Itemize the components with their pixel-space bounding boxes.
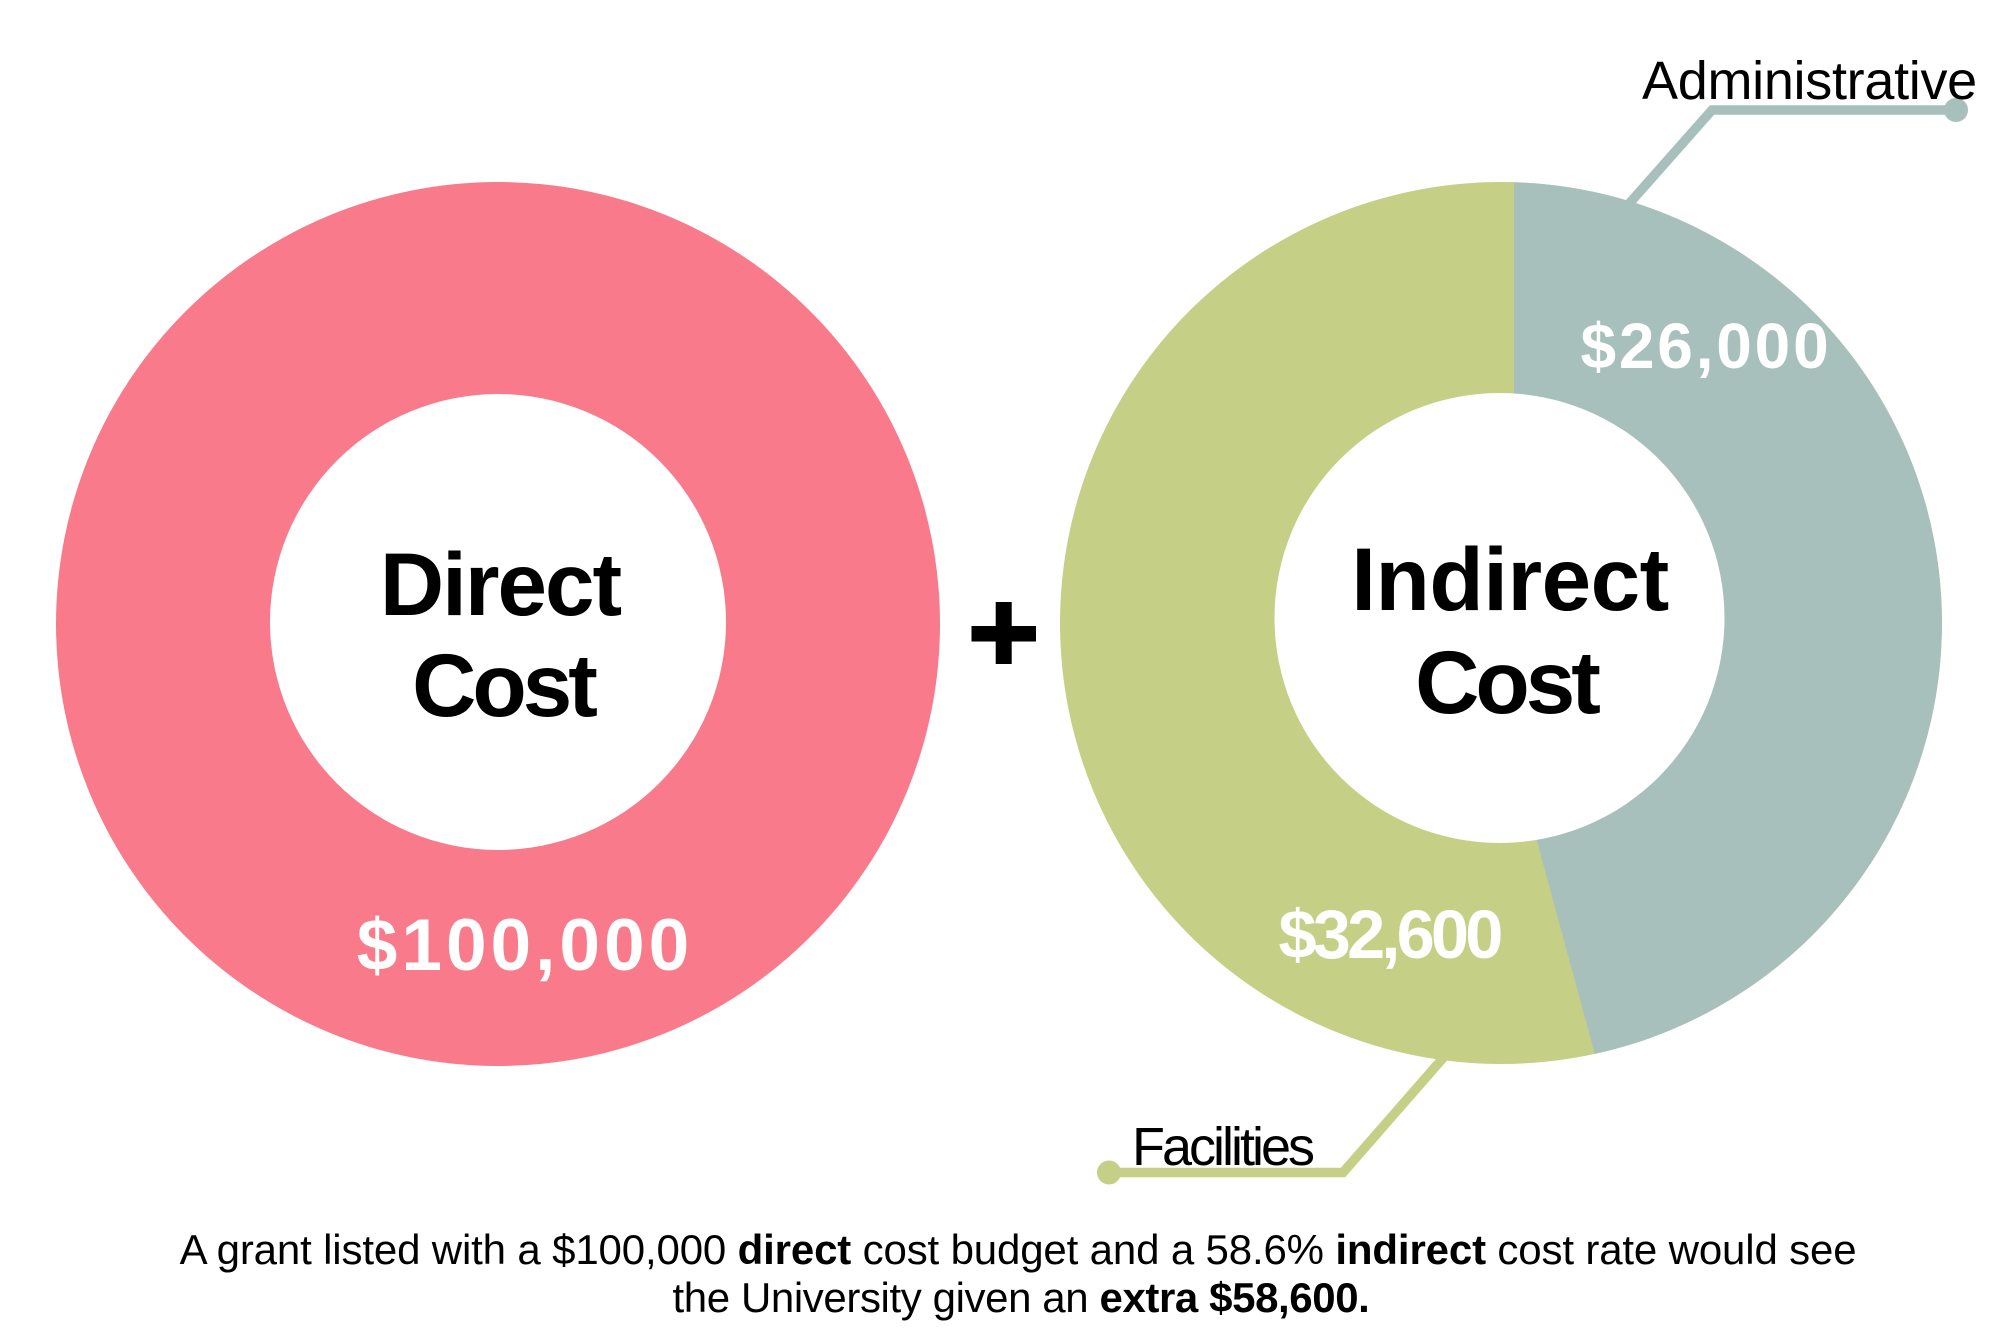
svg-text:Administrative: Administrative: [1642, 51, 1977, 111]
svg-text:Facilities: Facilities: [1132, 1117, 1314, 1177]
svg-text:$32,600: $32,600: [1278, 896, 1501, 973]
svg-text:Indirect: Indirect: [1351, 529, 1668, 629]
svg-text:A grant listed with a $100,000: A grant listed with a $100,000 direct co…: [180, 1226, 1857, 1273]
svg-text:Direct: Direct: [380, 534, 622, 634]
svg-text:$100,000: $100,000: [357, 905, 693, 986]
svg-text:$26,000: $26,000: [1581, 310, 1832, 382]
svg-text:Cost: Cost: [1415, 632, 1600, 732]
svg-text:the University given an extra: the University given an extra $58,600.: [673, 1274, 1370, 1321]
svg-text:Cost: Cost: [412, 635, 597, 735]
